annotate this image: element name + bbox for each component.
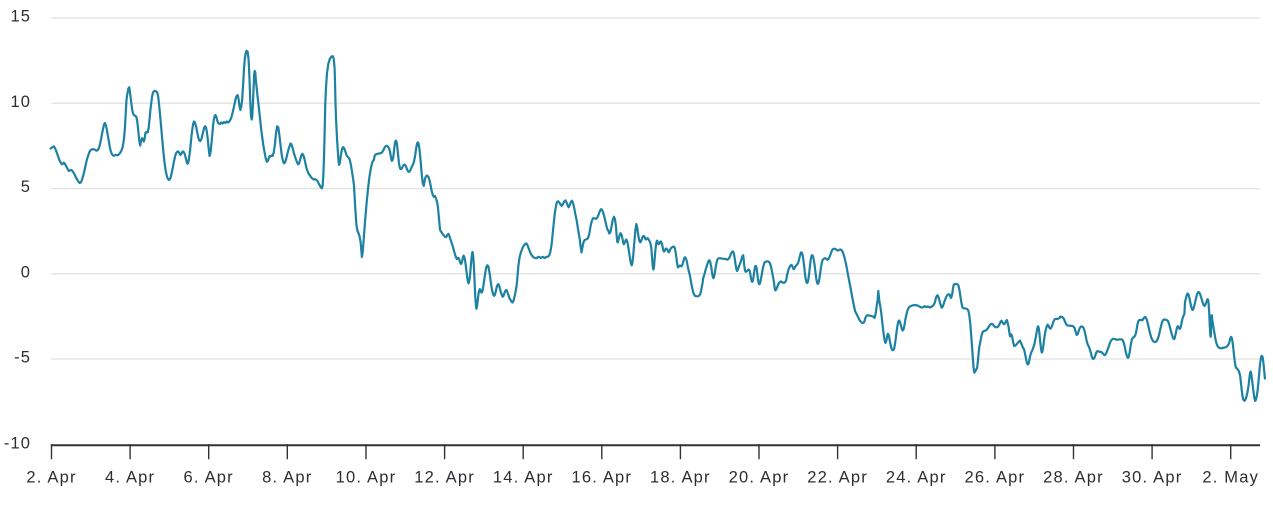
- svg-text:5: 5: [21, 178, 31, 196]
- svg-text:14. Apr: 14. Apr: [493, 468, 554, 486]
- svg-text:10: 10: [10, 93, 31, 111]
- svg-text:-10: -10: [4, 435, 31, 453]
- svg-text:16. Apr: 16. Apr: [571, 468, 632, 486]
- svg-text:-5: -5: [14, 349, 31, 367]
- svg-text:15: 15: [10, 8, 31, 26]
- svg-text:8. Apr: 8. Apr: [262, 468, 312, 486]
- svg-text:12. Apr: 12. Apr: [414, 468, 475, 486]
- svg-text:18. Apr: 18. Apr: [650, 468, 711, 486]
- svg-text:2. Apr: 2. Apr: [26, 468, 76, 486]
- svg-text:2. May: 2. May: [1202, 468, 1259, 486]
- svg-text:30. Apr: 30. Apr: [1122, 468, 1183, 486]
- svg-text:20. Apr: 20. Apr: [729, 468, 790, 486]
- svg-text:6. Apr: 6. Apr: [184, 468, 234, 486]
- svg-text:26. Apr: 26. Apr: [965, 468, 1026, 486]
- svg-text:24. Apr: 24. Apr: [886, 468, 947, 486]
- svg-text:22. Apr: 22. Apr: [807, 468, 868, 486]
- svg-text:10. Apr: 10. Apr: [336, 468, 397, 486]
- svg-text:4. Apr: 4. Apr: [105, 468, 155, 486]
- svg-text:0: 0: [21, 263, 31, 281]
- svg-text:28. Apr: 28. Apr: [1043, 468, 1104, 486]
